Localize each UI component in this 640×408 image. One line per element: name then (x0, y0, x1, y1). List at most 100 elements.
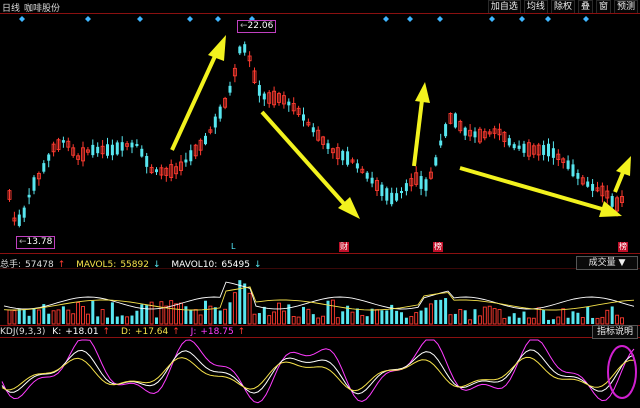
candle-body (232, 67, 237, 77)
volume-bar (311, 314, 315, 324)
volume-bar (149, 301, 154, 325)
candle-body (444, 124, 448, 137)
volume-bar (42, 304, 46, 324)
up-arrow-icon: ↑ (172, 327, 180, 337)
candle-body (36, 173, 41, 180)
candle-body (296, 107, 301, 115)
candle-body (497, 128, 502, 136)
candle-body (262, 93, 266, 100)
volume-bar (321, 315, 326, 325)
volume-bar (414, 312, 419, 325)
volume-bar (140, 304, 144, 324)
candle-body (130, 142, 134, 148)
volume-bar (487, 305, 492, 325)
volume-bar (291, 315, 296, 325)
signal-diamond (583, 16, 589, 22)
candle-body (610, 195, 614, 207)
stock-name: 咖啡股份 (24, 4, 61, 14)
candle-body (463, 127, 467, 136)
candle-body (85, 149, 90, 153)
volume-bar (360, 314, 365, 325)
candlestick-series (7, 41, 624, 228)
volume-bar (145, 305, 149, 324)
candle-body (32, 177, 36, 191)
listing-mark[interactable]: L (231, 242, 236, 251)
volume-bar (526, 317, 531, 325)
candle-body (145, 155, 149, 167)
volume-bar (287, 304, 291, 324)
volume-bar (110, 302, 114, 324)
candle-body (580, 177, 585, 185)
volume-bar (385, 310, 389, 324)
candle-body (42, 163, 46, 172)
arrow-up-3 (613, 156, 631, 193)
volume-bar (434, 300, 438, 324)
volume-bar (444, 298, 448, 324)
volume-bar (193, 309, 198, 325)
signal-diamond (489, 16, 495, 22)
volume-bar (330, 299, 335, 325)
volume-bar (85, 313, 90, 325)
volume-bar (174, 303, 179, 325)
ranking-mark-2[interactable]: 榜 (618, 242, 628, 252)
candle-body (492, 128, 497, 134)
indicator-select[interactable]: 成交量 ▼ (576, 256, 638, 270)
candle-body (330, 148, 335, 154)
candle-body (551, 148, 555, 158)
candle-body (247, 55, 252, 62)
volume-bar (395, 310, 399, 324)
volume-info-bar: 总手: 57478 ↑ MAVOL5: 55892 ↓ MAVOL10: 65495 ↓ (0, 257, 270, 270)
signal-markers (19, 16, 589, 22)
period-label: 日线 (2, 4, 21, 14)
volume-bar (189, 310, 193, 324)
candle-body (477, 128, 482, 143)
candle-body (439, 140, 443, 146)
financial-report-mark[interactable]: 财 (339, 242, 349, 252)
volume-bar (252, 313, 257, 325)
candle-body (600, 185, 605, 197)
volume-bar (223, 308, 228, 325)
volume-bar (71, 313, 76, 325)
candle-body (218, 106, 222, 119)
volume-bar (531, 317, 536, 325)
d-value: D: +17.64 ↑ (120, 327, 180, 337)
ranking-mark-1[interactable]: 榜 (433, 242, 443, 252)
volume-bar (346, 305, 350, 324)
candle-body (453, 113, 457, 128)
signal-diamond (407, 16, 413, 22)
volume-bar (100, 309, 105, 325)
candle-body (66, 140, 71, 148)
candle-body (213, 116, 217, 128)
volume-bar (76, 302, 81, 325)
candle-body (615, 197, 620, 212)
arrow-up-1 (170, 35, 226, 151)
signal-diamond (383, 16, 389, 22)
up-arrow-icon: ↑ (57, 260, 66, 270)
candle-body (193, 144, 198, 157)
volume-bar (453, 313, 457, 324)
volume-bar (326, 300, 330, 324)
volume-bar (32, 308, 36, 324)
kdj-k-line (1, 349, 635, 395)
candle-body (522, 143, 526, 153)
volume-bar (424, 307, 428, 324)
candle-body (7, 190, 12, 200)
volume-bar (125, 316, 130, 325)
volume-bar (350, 311, 355, 325)
volume-bar (400, 312, 403, 324)
volume-bar (512, 313, 516, 324)
candle-body (184, 159, 188, 163)
candle-body (174, 166, 179, 175)
candle-body (547, 143, 550, 157)
candle-body (482, 131, 487, 139)
volume-bar (47, 313, 51, 324)
kdj-highlight-circle (607, 345, 637, 399)
volume-bar (66, 309, 71, 325)
candle-body (311, 127, 315, 133)
volume-bar (566, 317, 570, 324)
indicator-help-button[interactable]: 指标说明 (591, 325, 638, 339)
high-price-pointer-icon: ← (240, 21, 248, 31)
volume-bar (522, 311, 526, 324)
volume-bar (198, 314, 203, 325)
volume-bar (169, 300, 174, 325)
